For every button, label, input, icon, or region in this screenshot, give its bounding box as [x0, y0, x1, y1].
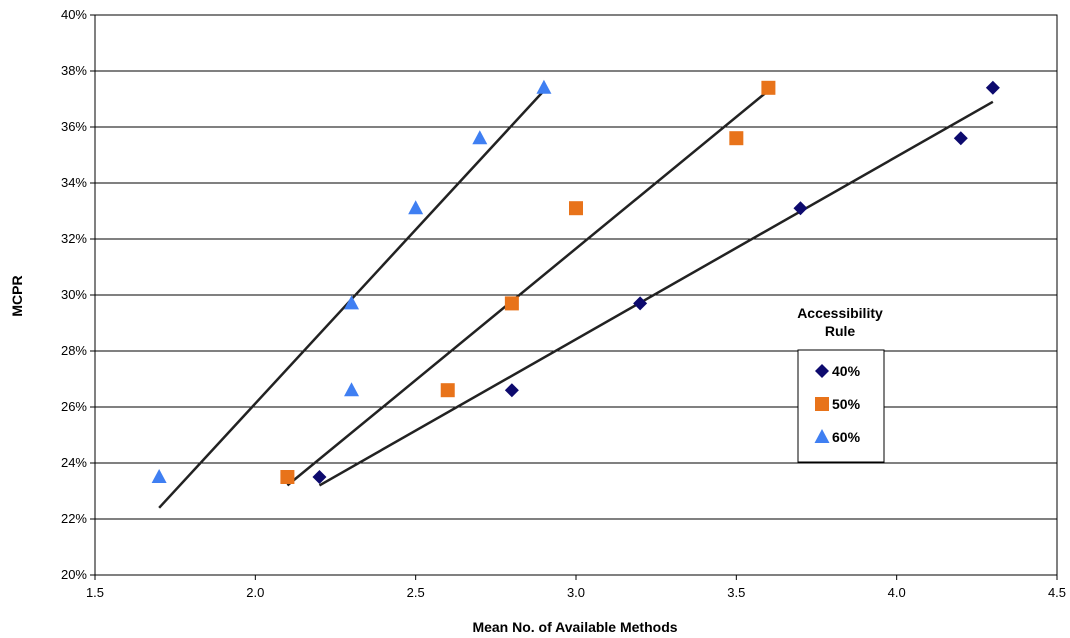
data-point [504, 383, 519, 398]
data-point [953, 131, 968, 146]
x-tick-label: 3.0 [567, 585, 585, 600]
y-tick-label: 26% [61, 399, 87, 414]
y-tick-label: 28% [61, 343, 87, 358]
trendline [318, 100, 994, 487]
y-tick-label: 24% [61, 455, 87, 470]
x-tick-label: 1.5 [86, 585, 104, 600]
legend-label: 40% [832, 363, 861, 379]
data-point [151, 469, 167, 483]
data-point [504, 296, 519, 311]
data-point [312, 470, 327, 484]
x-tick-label: 2.0 [246, 585, 264, 600]
trendline [286, 89, 770, 487]
data-point [344, 382, 360, 397]
data-point [280, 470, 295, 484]
y-tick-labels: 20% 22% 24% 26% 28% 30% 32% 34% 36% 38% 40% [61, 7, 87, 582]
legend: Accessibility Rule 40% 50% 60% [797, 305, 885, 463]
tick-marks [90, 14, 1058, 580]
data-point [440, 383, 455, 398]
x-tick-labels: 1.5 2.0 2.5 3.0 3.5 4.0 4.5 [86, 585, 1066, 600]
y-tick-label: 36% [61, 119, 87, 134]
y-tick-label: 38% [61, 63, 87, 78]
gridlines [95, 14, 1057, 576]
legend-title-line2: Rule [825, 323, 856, 339]
legend-marker [814, 429, 830, 443]
x-tick-label: 2.5 [407, 585, 425, 600]
legend-box [797, 349, 885, 463]
y-tick-label: 40% [61, 7, 87, 22]
y-axis-title: MCPR [9, 275, 25, 316]
data-points [151, 79, 1000, 484]
x-tick-label: 3.5 [727, 585, 745, 600]
y-tick-label: 20% [61, 567, 87, 582]
y-tick-label: 32% [61, 231, 87, 246]
data-point [793, 201, 808, 216]
y-tick-label: 34% [61, 175, 87, 190]
data-point [569, 201, 583, 216]
legend-items: 40% 50% 60% [814, 363, 861, 445]
legend-label: 60% [832, 429, 861, 445]
data-point [408, 200, 424, 215]
legend-marker [815, 364, 829, 378]
legend-title-line1: Accessibility [797, 305, 883, 321]
data-point [729, 131, 744, 146]
data-point [536, 79, 552, 94]
data-point [761, 80, 776, 95]
x-axis-title: Mean No. of Available Methods [472, 619, 677, 635]
data-point [633, 296, 648, 311]
data-point [472, 130, 488, 145]
legend-label: 50% [832, 396, 861, 412]
y-tick-label: 30% [61, 287, 87, 302]
data-point [344, 295, 360, 310]
x-tick-label: 4.5 [1048, 585, 1066, 600]
legend-marker [815, 397, 829, 411]
data-point [985, 80, 1000, 95]
y-tick-label: 22% [61, 511, 87, 526]
x-tick-label: 4.0 [888, 585, 906, 600]
